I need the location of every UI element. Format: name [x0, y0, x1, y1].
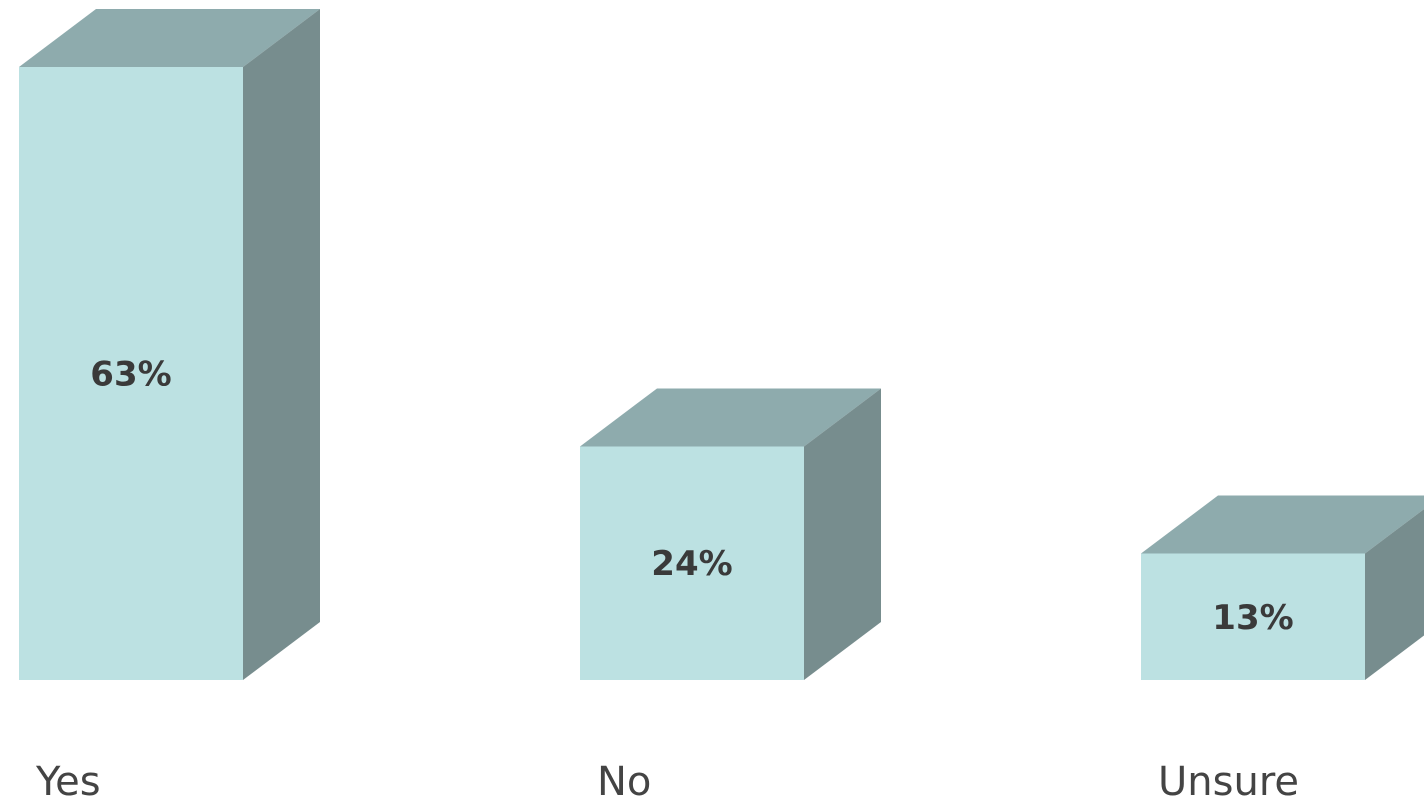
- category-label: Unsure: [1158, 759, 1299, 802]
- bar-no: [580, 388, 881, 680]
- data-label: 24%: [651, 544, 732, 584]
- bar-front-face: [580, 446, 804, 680]
- data-label: 63%: [90, 355, 171, 395]
- bar-front-face: [1141, 553, 1365, 680]
- category-label: Yes: [35, 759, 101, 802]
- labels-layer: 63% Yes 24% No 13% Unsure: [35, 355, 1299, 802]
- bar-top-face: [19, 9, 320, 67]
- bar-front-face: [19, 67, 243, 680]
- bar-side-face: [243, 9, 320, 680]
- data-label: 13%: [1212, 598, 1293, 638]
- bar-side-face: [1365, 509, 1424, 680]
- bar-unsure: [1141, 495, 1424, 680]
- bar-yes: [19, 9, 320, 680]
- bars-layer: [19, 9, 1424, 680]
- bar-top-face: [580, 388, 881, 447]
- bar-side-face: [804, 388, 881, 680]
- bar-top-face: [1141, 495, 1424, 554]
- category-label: No: [597, 759, 651, 802]
